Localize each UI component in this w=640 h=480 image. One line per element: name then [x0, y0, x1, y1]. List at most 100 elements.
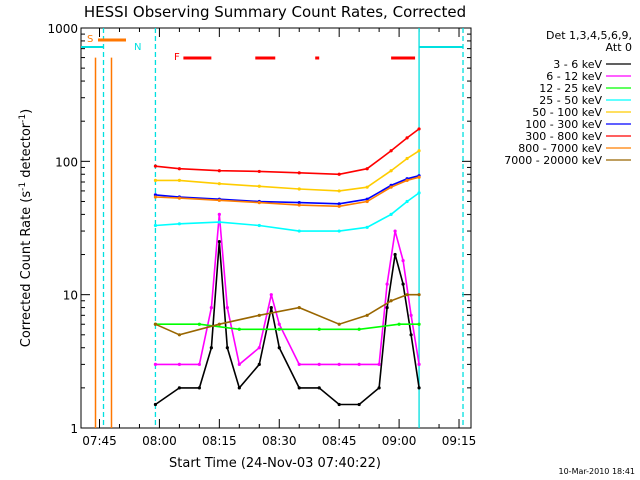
legend-entry-label: 12 - 25 keV [539, 82, 602, 95]
data-point [297, 171, 301, 175]
legend-entry-label: 100 - 300 keV [525, 118, 602, 131]
data-point [365, 185, 369, 189]
flare-flag-label: F [174, 52, 180, 63]
y-tick-label: 1000 [47, 22, 78, 36]
series-line [155, 128, 420, 176]
data-point [397, 322, 401, 326]
data-point [357, 402, 361, 407]
data-point [297, 386, 301, 390]
data-point [153, 223, 158, 228]
data-point [297, 203, 301, 207]
data-point [337, 189, 341, 193]
data-point [405, 156, 409, 161]
data-point [317, 386, 321, 390]
y-axis-label-exponent: -1 [18, 182, 28, 191]
data-point [177, 196, 181, 200]
data-point [389, 185, 393, 189]
chart-title: HESSI Observing Summary Count Rates, Cor… [84, 3, 466, 21]
data-point [257, 362, 261, 366]
data-point [297, 187, 301, 191]
data-point [153, 164, 158, 168]
data-point [393, 252, 397, 257]
data-point [197, 322, 201, 326]
data-point [389, 299, 393, 303]
data-point [153, 322, 158, 326]
data-point [257, 201, 261, 205]
data-point [197, 362, 201, 366]
data-point [217, 322, 221, 326]
x-tick-label: 09:15 [442, 434, 477, 448]
plot-area [80, 27, 472, 429]
data-point [365, 225, 369, 229]
data-point [237, 362, 241, 366]
legend-header-line: Att 0 [606, 41, 632, 54]
data-point [153, 178, 158, 182]
data-point [153, 402, 158, 407]
data-point [337, 229, 341, 233]
data-point [405, 199, 409, 204]
series-line [155, 323, 420, 331]
data-point [405, 293, 409, 297]
series-line [155, 150, 420, 192]
plot-date-stamp: 10-Mar-2010 18:41 [559, 467, 636, 476]
plot-frame [80, 27, 472, 429]
data-point [277, 346, 281, 350]
data-point [277, 322, 281, 326]
data-point [197, 386, 201, 390]
data-point [217, 212, 221, 216]
data-point [401, 282, 405, 286]
series-line [154, 241, 420, 406]
data-point [217, 220, 221, 224]
data-point [257, 346, 261, 350]
data-point [217, 182, 221, 186]
data-point [357, 327, 361, 331]
data-point [177, 178, 181, 182]
data-point [257, 169, 261, 174]
x-tick-label: 08:15 [202, 434, 237, 448]
data-point [277, 327, 281, 331]
series-line [155, 174, 420, 205]
data-point [337, 402, 341, 407]
data-point [217, 240, 221, 244]
y-tick-label: 1 [70, 422, 78, 436]
x-tick-label: 08:00 [142, 434, 177, 448]
data-point [317, 327, 321, 331]
legend-entry-label: 7000 - 20000 keV [504, 154, 602, 167]
data-point [217, 169, 221, 173]
data-point [409, 313, 413, 317]
data-point [401, 259, 405, 263]
data-point [217, 198, 221, 202]
legend-entry-label: 50 - 100 keV [532, 106, 602, 119]
data-point [337, 362, 341, 366]
data-point [257, 313, 261, 317]
data-point [385, 305, 389, 310]
y-axis-label-part: Corrected Count Rate (s [19, 191, 34, 348]
x-tick-label: 08:45 [322, 434, 357, 448]
data-point [297, 362, 301, 366]
data-point [393, 229, 397, 233]
data-point [337, 202, 341, 206]
y-tick-label: 10 [63, 289, 78, 303]
data-point [269, 305, 273, 310]
y-axis-label-part: ) [19, 109, 34, 114]
legend-entry-label: 800 - 7000 keV [518, 142, 602, 155]
legend-entry-label: 3 - 6 keV [553, 58, 602, 71]
data-point [177, 222, 181, 226]
data-point [153, 362, 158, 366]
data-point [209, 305, 213, 310]
legend-entry-label: 6 - 12 keV [546, 70, 602, 83]
data-point [417, 362, 421, 366]
data-point [269, 293, 273, 297]
data-point [237, 327, 241, 331]
data-point [417, 293, 421, 297]
data-point [389, 149, 393, 153]
data-point [153, 195, 158, 199]
data-point [297, 201, 301, 205]
data-point [357, 362, 361, 366]
saa-flag-label: S [87, 34, 93, 45]
legend-entry-label: 300 - 800 keV [525, 130, 602, 143]
series-line [155, 176, 420, 208]
night-flag-label: N [134, 42, 141, 53]
